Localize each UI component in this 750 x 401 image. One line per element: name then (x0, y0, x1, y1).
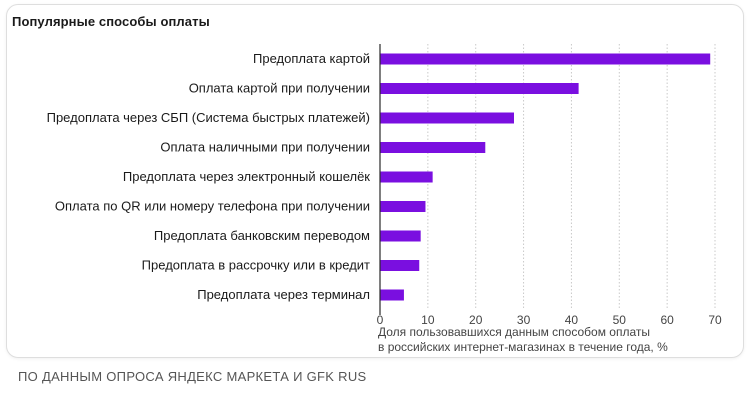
x-tick-label: 70 (708, 313, 722, 327)
bar (380, 53, 711, 65)
category-label: Оплата картой при получении (189, 81, 370, 96)
category-label: Предоплата через электронный кошелёк (123, 169, 370, 184)
bar (380, 230, 421, 242)
x-axis-label: в российских интернет-магазинах в течени… (378, 340, 668, 354)
category-label: Предоплата банковским переводом (154, 228, 370, 243)
bar (380, 83, 579, 94)
bar (380, 112, 514, 124)
bar (380, 171, 433, 183)
category-label: Предоплата через терминал (197, 287, 370, 302)
x-tick-label: 40 (565, 313, 579, 327)
bar (380, 289, 404, 301)
category-label: Оплата по QR или номеру телефона при пол… (55, 199, 370, 214)
x-tick-label: 10 (421, 313, 435, 327)
x-tick-label: 50 (613, 313, 627, 327)
source-footer: ПО ДАННЫМ ОПРОСА ЯНДЕКС МАРКЕТА И GFK RU… (18, 369, 367, 384)
bar (380, 260, 420, 271)
bar (380, 201, 426, 212)
x-tick-label: 20 (469, 313, 483, 327)
chart-title: Популярные способы оплаты (12, 14, 210, 29)
category-label: Предоплата картой (253, 51, 370, 66)
x-tick-label: 60 (660, 313, 674, 327)
category-label: Предоплата через СБП (Система быстрых пл… (47, 110, 370, 125)
bar (380, 142, 486, 153)
x-tick-label: 0 (377, 313, 384, 327)
x-axis-label: Доля пользовавшихся данным способом опла… (378, 325, 650, 339)
category-label: Предоплата в рассрочку или в кредит (142, 258, 370, 273)
category-label: Оплата наличными при получении (160, 140, 370, 155)
x-tick-label: 30 (517, 313, 531, 327)
